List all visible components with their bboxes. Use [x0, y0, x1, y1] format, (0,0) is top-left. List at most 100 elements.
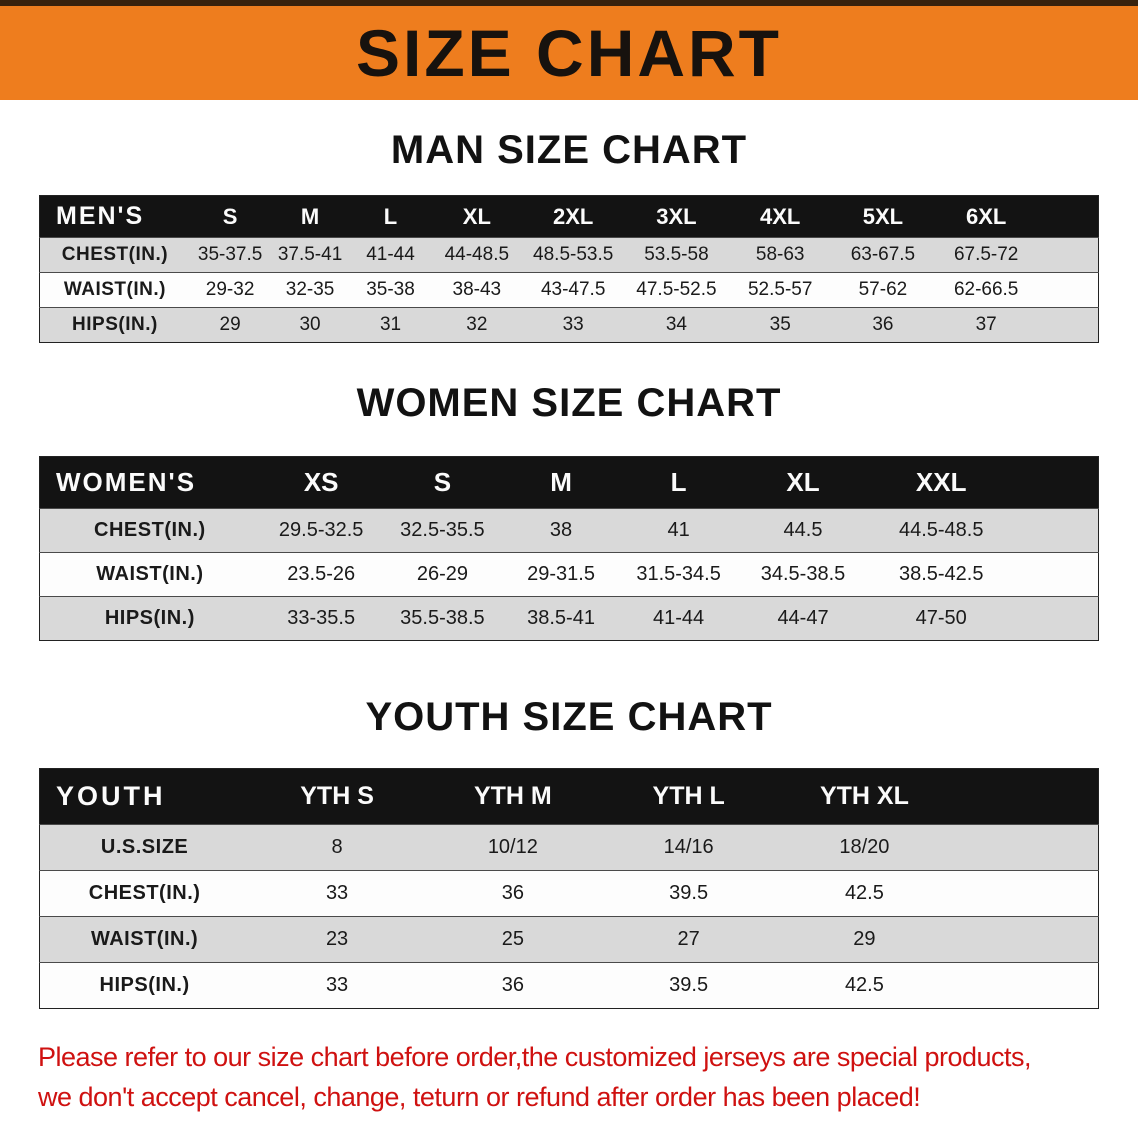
size-value: 37	[934, 307, 1039, 343]
size-value: 63-67.5	[831, 237, 935, 273]
women-size-section: WOMEN SIZE CHART WOMEN'S XS S M L XL XXL CHEST(…	[0, 381, 1138, 641]
column-header: 2XL	[522, 195, 625, 238]
size-value: 42.5	[776, 870, 953, 917]
size-value: 29.5-32.5	[259, 508, 383, 553]
size-value: 58-63	[728, 237, 832, 273]
size-value: 42.5	[776, 962, 953, 1009]
size-value: 33	[249, 962, 425, 1009]
column-header: XS	[259, 456, 383, 509]
women-size-table: WOMEN'S XS S M L XL XXL CHEST(IN.) 29.5-32.5 32.5…	[39, 456, 1099, 641]
size-value: 43-47.5	[522, 272, 625, 308]
table-row: CHEST(IN.) 29.5-32.5 32.5-35.5 38 41 44.5 44.5…	[39, 508, 1099, 553]
women-section-heading: WOMEN SIZE CHART	[356, 381, 782, 425]
size-value: 14/16	[600, 824, 777, 871]
size-value: 47-50	[868, 596, 1014, 641]
size-value: 53.5-58	[624, 237, 729, 273]
table-row: HIPS(IN.) 33 36 39.5 42.5	[39, 962, 1099, 1009]
row-label: U.S.SIZE	[39, 824, 250, 871]
filler-cell	[1013, 456, 1099, 509]
table-row: WAIST(IN.) 23 25 27 29	[39, 916, 1099, 963]
size-value: 44.5	[737, 508, 869, 553]
size-value: 36	[424, 870, 601, 917]
row-label: HIPS(IN.)	[39, 962, 250, 1009]
table-row: HIPS(IN.) 29 30 31 32 33 34 35 36 37	[39, 307, 1099, 343]
filler-cell	[1013, 552, 1099, 597]
table-row: HIPS(IN.) 33-35.5 35.5-38.5 38.5-41 41-44 44-…	[39, 596, 1099, 641]
size-value: 44.5-48.5	[868, 508, 1014, 553]
size-value: 39.5	[600, 870, 777, 917]
size-value: 35-38	[349, 272, 432, 308]
size-value: 29-31.5	[502, 552, 620, 597]
filler-cell	[952, 768, 1099, 825]
column-header: YTH M	[424, 768, 601, 825]
size-value: 57-62	[831, 272, 935, 308]
column-header: XL	[431, 195, 523, 238]
column-header: M	[270, 195, 350, 238]
filler-cell	[952, 962, 1099, 1009]
size-value: 35-37.5	[189, 237, 271, 273]
youth-section-heading: YOUTH SIZE CHART	[365, 695, 773, 739]
filler-cell	[952, 824, 1099, 871]
size-value: 8	[249, 824, 425, 871]
filler-cell	[1013, 596, 1099, 641]
size-value: 41	[619, 508, 738, 553]
size-value: 29-32	[189, 272, 271, 308]
size-value: 33	[249, 870, 425, 917]
size-value: 23	[249, 916, 425, 963]
header-row: WOMEN'S XS S M L XL XXL	[39, 456, 1099, 509]
filler-cell	[1038, 237, 1099, 273]
row-label: CHEST(IN.)	[39, 237, 190, 273]
size-value: 31	[349, 307, 432, 343]
table-row: WAIST(IN.) 29-32 32-35 35-38 38-43 43-47.5 47.…	[39, 272, 1099, 308]
size-value: 36	[424, 962, 601, 1009]
size-value: 62-66.5	[934, 272, 1039, 308]
column-header: YTH L	[600, 768, 777, 825]
filler-cell	[1013, 508, 1099, 553]
table-title: MEN'S	[39, 195, 190, 238]
size-value: 35	[728, 307, 832, 343]
banner: SIZE CHART	[0, 0, 1138, 100]
size-value: 41-44	[349, 237, 432, 273]
size-value: 25	[424, 916, 601, 963]
size-value: 44-47	[737, 596, 869, 641]
column-header: M	[502, 456, 620, 509]
row-label: WAIST(IN.)	[39, 272, 190, 308]
size-value: 34	[624, 307, 729, 343]
filler-cell	[1038, 307, 1099, 343]
table-title: YOUTH	[39, 768, 250, 825]
disclaimer-line-1: Please refer to our size chart before or…	[38, 1042, 1032, 1072]
size-value: 38.5-41	[502, 596, 620, 641]
disclaimer-line-2: we don't accept cancel, change, teturn o…	[38, 1082, 921, 1112]
page-title: SIZE CHART	[356, 16, 782, 90]
men-size-table: MEN'S S M L XL 2XL 3XL 4XL 5XL 6XL CHEST(IN.) 35-37…	[39, 195, 1099, 343]
table-title: WOMEN'S	[39, 456, 260, 509]
size-value: 32.5-35.5	[382, 508, 503, 553]
size-value: 32-35	[270, 272, 350, 308]
size-value: 29	[189, 307, 271, 343]
size-value: 27	[600, 916, 777, 963]
header-row: YOUTH YTH S YTH M YTH L YTH XL	[39, 768, 1099, 825]
column-header: YTH XL	[776, 768, 953, 825]
column-header: 4XL	[728, 195, 832, 238]
size-value: 10/12	[424, 824, 601, 871]
size-value: 47.5-52.5	[624, 272, 729, 308]
table-row: WAIST(IN.) 23.5-26 26-29 29-31.5 31.5-34.5 34…	[39, 552, 1099, 597]
column-header: 6XL	[934, 195, 1039, 238]
size-value: 52.5-57	[728, 272, 832, 308]
table-row: CHEST(IN.) 33 36 39.5 42.5	[39, 870, 1099, 917]
size-value: 38	[502, 508, 620, 553]
size-value: 36	[831, 307, 935, 343]
filler-cell	[952, 916, 1099, 963]
size-value: 44-48.5	[431, 237, 523, 273]
size-value: 33-35.5	[259, 596, 383, 641]
size-value: 37.5-41	[270, 237, 350, 273]
column-header: 3XL	[624, 195, 729, 238]
filler-cell	[1038, 195, 1099, 238]
row-label: HIPS(IN.)	[39, 307, 190, 343]
men-size-section: MAN SIZE CHART MEN'S S M L XL 2XL 3XL 4XL 5XL 6XL…	[0, 128, 1138, 343]
size-value: 34.5-38.5	[737, 552, 869, 597]
size-value: 35.5-38.5	[382, 596, 503, 641]
column-header: L	[349, 195, 432, 238]
filler-cell	[952, 870, 1099, 917]
disclaimer: Please refer to our size chart before or…	[38, 1037, 1118, 1117]
